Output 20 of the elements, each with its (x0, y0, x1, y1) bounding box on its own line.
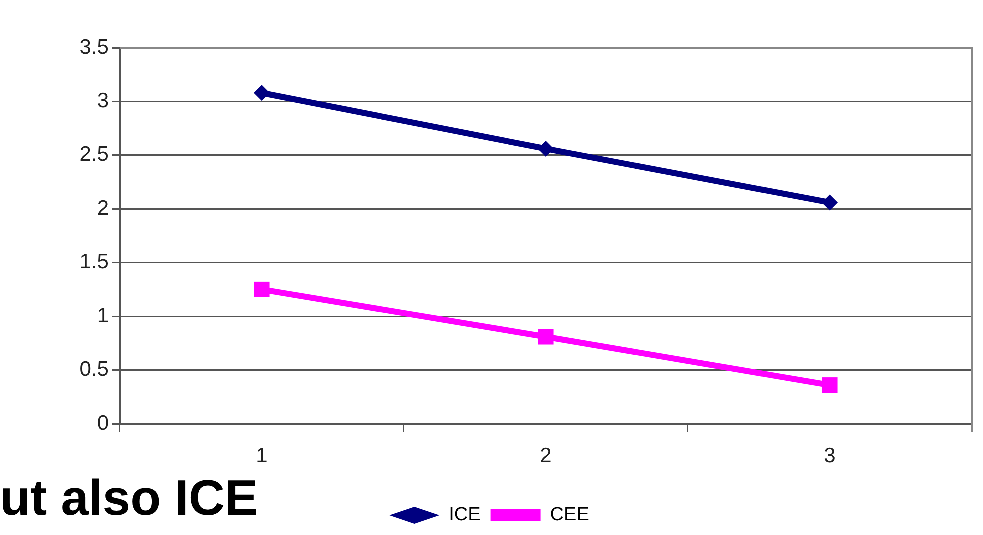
y-tick-label: 1.5 (80, 250, 109, 274)
y-tick-label: 2 (97, 196, 109, 220)
x-tick-label: 3 (824, 444, 836, 468)
point (822, 378, 838, 394)
y-tick-label: 1 (97, 304, 109, 328)
y-tick-label: 2.5 (80, 143, 109, 166)
point (822, 194, 838, 211)
point (538, 140, 554, 157)
point (538, 329, 554, 345)
x-tick-label: 1 (256, 444, 268, 468)
y-tick-label: 0 (97, 412, 109, 435)
legend-label: ICE (449, 504, 481, 526)
point (254, 282, 270, 298)
legend-label: CEE (550, 504, 590, 526)
text: ut also ICE (0, 470, 258, 526)
y-tick-label: 3.5 (80, 36, 109, 59)
point (254, 85, 270, 102)
x-tick-label: 2 (540, 444, 552, 468)
y-tick-label: 3 (97, 90, 109, 113)
y-tick-label: 0.5 (80, 358, 109, 382)
